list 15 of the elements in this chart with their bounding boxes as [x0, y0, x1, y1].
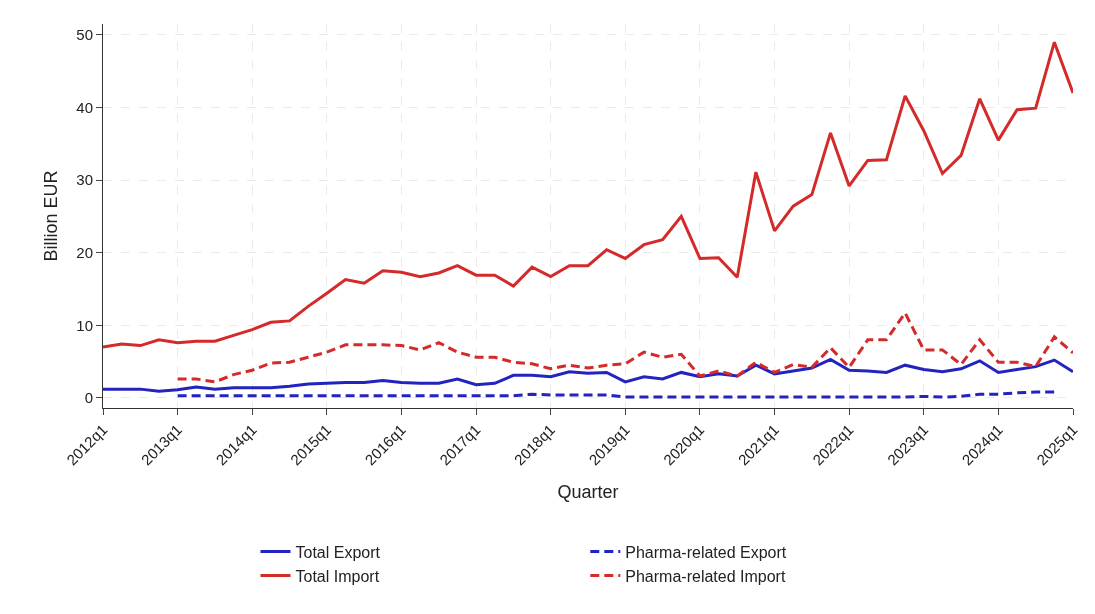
legend-label: Pharma-related Import: [625, 567, 786, 585]
y-tick-label: 50: [76, 26, 93, 44]
legend-label: Total Export: [295, 543, 381, 561]
line-series: [103, 40, 1073, 349]
y-tick-label: 0: [84, 389, 93, 407]
legend-label: Pharma-related Export: [625, 543, 787, 561]
y-tick-label: 30: [76, 171, 93, 189]
y-tick-label: 40: [76, 98, 93, 116]
line-series: [103, 357, 1073, 393]
line-series: [176, 311, 1073, 384]
legend-label: Total Import: [295, 567, 380, 585]
y-tick-label: 10: [76, 316, 93, 334]
y-tick-label: 20: [76, 243, 93, 261]
x-axis-title: Quarter: [557, 482, 619, 503]
y-axis-title: Billion EUR: [40, 170, 61, 262]
